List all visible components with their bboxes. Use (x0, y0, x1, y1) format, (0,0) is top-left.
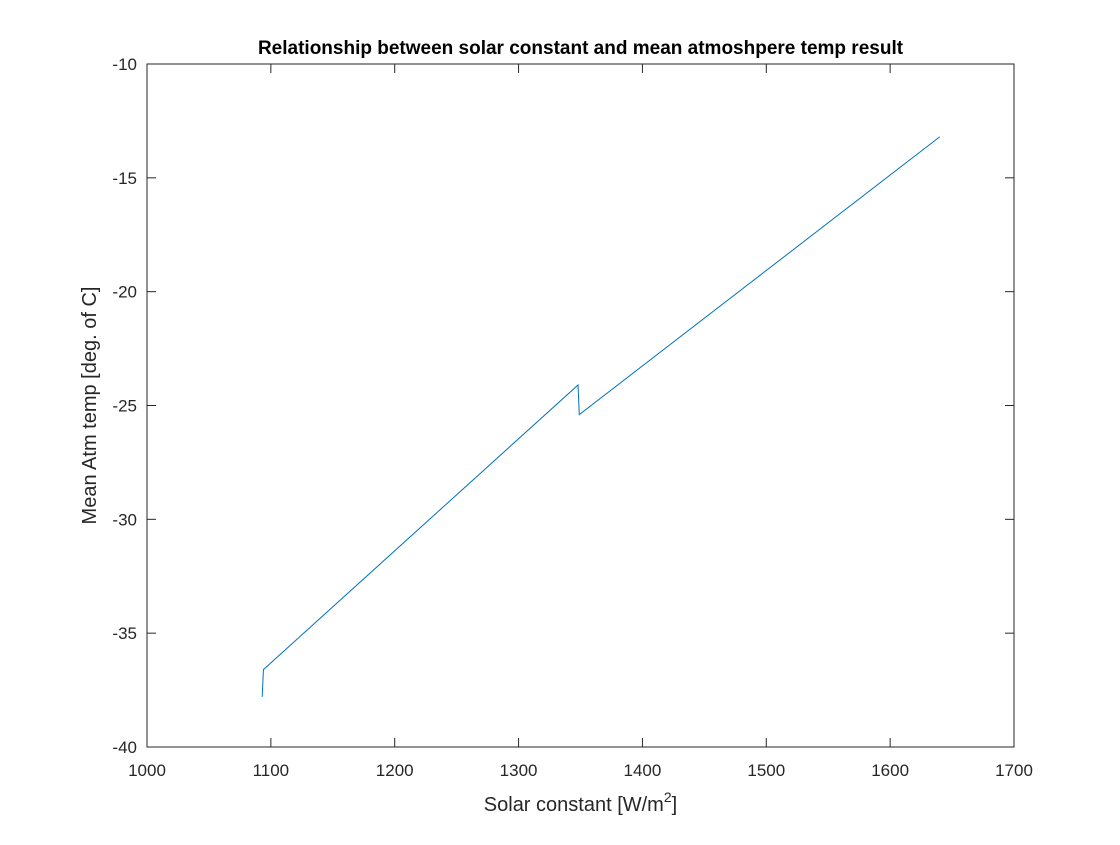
x-tick-label: 1200 (376, 761, 414, 780)
series-line (261, 136, 940, 697)
x-tick-label: 1000 (128, 761, 166, 780)
x-tick-label: 1400 (624, 761, 662, 780)
x-tick-label: 1300 (500, 761, 538, 780)
x-tick-label: 1500 (747, 761, 785, 780)
plot-area (147, 64, 1014, 747)
y-tick-label: -10 (112, 55, 137, 74)
y-tick-label: -20 (112, 283, 137, 302)
ticks-layer: 1000 1100 1200 1300 1400 1500 1600 1700 -10 -15 -2… (112, 55, 1032, 780)
x-tick-label: 1600 (871, 761, 909, 780)
chart-title: Relationship between solar constant and … (258, 38, 904, 59)
y-tick-label: -15 (112, 169, 137, 188)
x-axis-label: Solar constant [W/m2] (484, 789, 677, 816)
series-layer (261, 136, 940, 697)
y-axis-label: Mean Atm temp [deg. of C] (79, 287, 101, 525)
y-tick-label: -25 (112, 397, 137, 416)
y-tick-label: -35 (112, 624, 137, 643)
y-tick-label: -30 (112, 510, 137, 529)
x-tick-label: 1700 (995, 761, 1033, 780)
axes-box (146, 63, 1015, 748)
x-axis-label-text: Solar constant [W/m (484, 794, 664, 816)
x-axis-label-suffix: ] (672, 794, 678, 816)
x-tick-label: 1100 (253, 761, 290, 780)
x-axis-label-superscript: 2 (664, 789, 672, 805)
y-tick-label: -40 (112, 738, 137, 757)
